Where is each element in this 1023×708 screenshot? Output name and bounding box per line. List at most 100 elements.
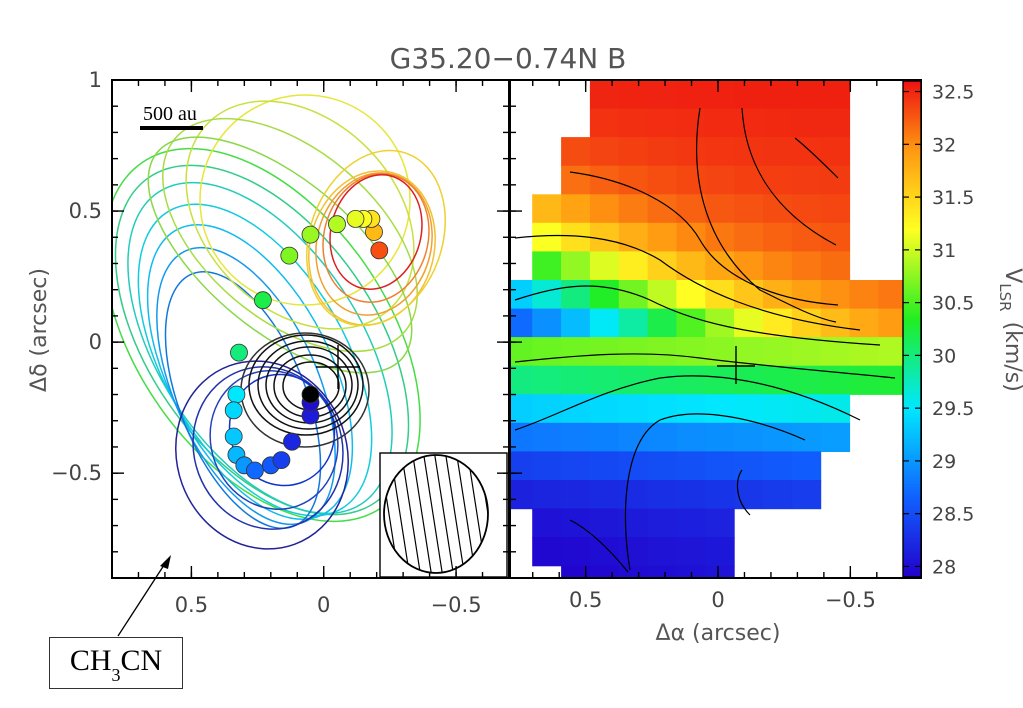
data-point [328, 215, 346, 234]
heatmap-cell [532, 280, 562, 310]
heatmap-cell [647, 194, 677, 224]
heatmap-cell [791, 280, 822, 310]
heatmap-cell [763, 194, 793, 224]
heatmap-cell [589, 165, 620, 195]
contour-line [794, 137, 839, 179]
y-tick-label: −0.5 [51, 461, 102, 485]
heatmap-cell [763, 480, 793, 510]
velocity-contours [514, 107, 896, 573]
y-axis-label: Δδ (arcsec) [27, 268, 52, 392]
heatmap-cell [734, 308, 764, 338]
heatmap-cell [791, 451, 822, 481]
heatmap-cell [618, 251, 649, 281]
contour-line [514, 285, 881, 346]
heatmap-cell [532, 537, 562, 567]
contour-line [696, 107, 837, 323]
heatmap-cell [510, 308, 533, 338]
heatmap-cell [589, 80, 620, 110]
heatmap-cell [589, 394, 620, 424]
heatmap-cell [532, 251, 562, 281]
heatmap-cell [647, 365, 677, 395]
heatmap-cell [589, 280, 620, 310]
heatmap-cell [618, 565, 649, 578]
heatmap-cell [705, 80, 735, 110]
data-point [346, 209, 365, 228]
heatmap-cell [510, 280, 533, 310]
heatmap-cell [705, 308, 735, 338]
contour-line [514, 375, 861, 431]
heatmap-cell [676, 337, 706, 367]
heatmap-cell [589, 222, 620, 252]
colorbar-tick-label: 32 [932, 134, 956, 156]
heatmap-cell [791, 80, 822, 110]
heatmap-cell [849, 308, 879, 338]
heatmap-cell [734, 337, 764, 367]
colorbar-label-sub: LSR [996, 283, 1014, 311]
heatmap-cell [589, 308, 620, 338]
heatmap-cell [561, 451, 591, 481]
colorbar-tick-label: 31.5 [932, 187, 974, 209]
colorbar-tick-label: 32.5 [932, 82, 974, 104]
heatmap-cell [763, 108, 793, 138]
heatmap-cell [618, 80, 649, 110]
heatmap-cell [676, 565, 706, 578]
heatmap-cell [589, 508, 620, 538]
heatmap-cell [561, 537, 591, 567]
heatmap-cell [849, 337, 879, 367]
heatmap-cell [561, 137, 591, 167]
heatmap-cell [510, 365, 533, 395]
heatmap-cell [734, 394, 764, 424]
heatmap-cell [618, 280, 649, 310]
svg-text:VLSR(km/s): VLSR (km/s) [996, 268, 1023, 392]
heatmap-cell [647, 480, 677, 510]
heatmap-cell [734, 251, 764, 281]
data-point [283, 432, 301, 451]
contour-line [624, 413, 806, 571]
heatmap-cell [561, 565, 591, 578]
x-tick-label-right: −0.5 [825, 588, 876, 612]
heatmap-cell [705, 537, 735, 567]
heatmap-cell [676, 480, 706, 510]
heatmap-cell [820, 222, 851, 252]
heatmap-cell [618, 537, 649, 567]
heatmap-cell [791, 422, 822, 452]
heatmap-cell [763, 337, 793, 367]
heatmap-cell [510, 394, 533, 424]
heatmap-cell [532, 422, 562, 452]
scale-bar: 500 au [140, 103, 203, 130]
colorbar-tick-label: 29.5 [932, 398, 974, 420]
heatmap-cell [820, 251, 851, 281]
heatmap-cell [647, 508, 677, 538]
heatmap-cell [734, 80, 764, 110]
data-point [272, 451, 291, 470]
heatmap-cell [589, 422, 620, 452]
heatmap-cell [561, 394, 591, 424]
heatmap-cell [763, 251, 793, 281]
molecule-arrow [117, 555, 171, 637]
heatmap-cell [734, 222, 764, 252]
heatmap-cell [532, 508, 562, 538]
heatmap-cell [676, 365, 706, 395]
heatmap-cell [618, 165, 649, 195]
heatmap-cell [705, 565, 735, 578]
heatmap-cell [763, 394, 793, 424]
x-tick-label-left: −0.5 [431, 593, 482, 617]
x-tick-label-right: 0.5 [569, 588, 602, 612]
molecule-label: CH3CN [69, 644, 163, 685]
heatmap-cell [791, 480, 822, 510]
heatmap-cell [589, 137, 620, 167]
y-tick-label: 0.5 [69, 199, 102, 223]
colorbar-label: V [1000, 268, 1023, 283]
heatmap-cell [791, 194, 822, 224]
heatmap-cell [820, 80, 851, 110]
heatmap-cell [647, 422, 677, 452]
heatmap-cell [791, 222, 822, 252]
heatmap-cell [647, 222, 677, 252]
heatmap-cell [532, 480, 562, 510]
heatmap-cell [510, 337, 533, 367]
heatmap-cell [532, 308, 562, 338]
center-cross-right [717, 346, 755, 384]
heatmap-cell [647, 137, 677, 167]
heatmap-cell [532, 451, 562, 481]
heatmap-cell [676, 108, 706, 138]
